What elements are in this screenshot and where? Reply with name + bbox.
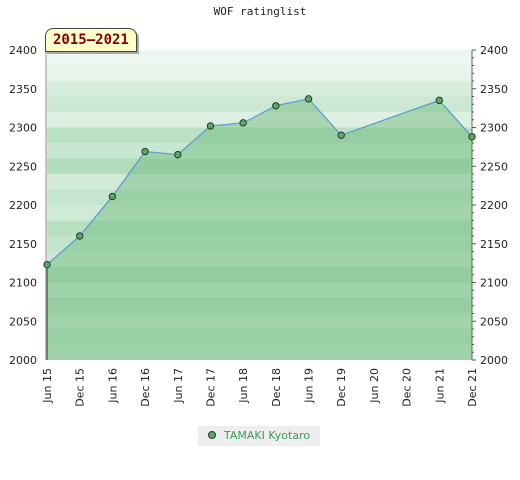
rating-point	[435, 96, 444, 105]
background-band	[47, 158, 472, 174]
x-tick-label: Dec 19	[335, 368, 348, 407]
background-band	[47, 251, 472, 267]
y-tick-label-left: 2250	[9, 160, 37, 173]
rating-markers	[43, 95, 476, 269]
y-tick-label-left: 2100	[9, 277, 37, 290]
x-tick-label: Jun 18	[237, 368, 250, 404]
background-band	[47, 174, 472, 190]
legend-marker	[208, 431, 216, 439]
rating-point	[337, 131, 345, 139]
background-band	[47, 344, 472, 360]
rating-point	[75, 232, 84, 240]
y-tick-label-left: 2400	[9, 44, 37, 57]
background-band	[47, 220, 472, 236]
x-tick-label: Dec 20	[401, 368, 414, 407]
x-tick-label: Dec 16	[139, 368, 152, 407]
y-tick-label-right: 2150	[480, 238, 508, 251]
x-tick-label: Dec 18	[270, 368, 283, 407]
legend-label: TAMAKI Kyotaro	[224, 429, 311, 442]
background-band	[47, 50, 472, 66]
rating-point	[43, 260, 51, 269]
y-tick-label-right: 2050	[480, 315, 508, 328]
background-band	[47, 189, 472, 205]
x-tick-label: Dec 17	[204, 368, 217, 407]
y-tick-label-right: 2400	[480, 44, 508, 57]
y-tick-label-left: 2050	[9, 315, 37, 328]
background-band	[47, 329, 472, 345]
x-tick-label: Jun 15	[41, 368, 54, 404]
period-badge: 2015–2021	[45, 28, 137, 52]
rating-point	[272, 102, 280, 110]
y-tick-label-right: 2100	[480, 277, 508, 290]
chart-axes	[45, 49, 476, 361]
axis-labels: 2000 2000 2050 2050 2100 2100 2150 2150 2200 2200…	[9, 44, 508, 407]
background-band	[47, 205, 472, 221]
rating-area-fill	[47, 98, 472, 360]
background-band	[47, 143, 472, 159]
rating-area	[46, 98, 473, 360]
background-band	[47, 313, 472, 329]
rating-point	[206, 122, 215, 130]
background-band	[47, 81, 472, 97]
rating-point	[141, 147, 149, 156]
background-band	[47, 282, 472, 298]
background-band	[47, 96, 472, 112]
x-tick-label: Jun 19	[303, 368, 316, 404]
rating-point	[174, 150, 182, 159]
y-tick-label-left: 2000	[9, 354, 37, 367]
x-tick-label: Jun 16	[106, 368, 119, 404]
legend: TAMAKI Kyotaro	[198, 426, 321, 446]
background-band	[47, 127, 472, 143]
x-tick-label: Dec 15	[74, 368, 87, 407]
background-bands	[47, 50, 472, 360]
rating-line	[46, 98, 473, 266]
rating-point	[108, 192, 117, 201]
y-tick-label-right: 2300	[480, 122, 508, 135]
background-band	[47, 65, 472, 81]
x-tick-label: Dec 21	[466, 368, 479, 407]
y-tick-label-right: 2350	[480, 83, 508, 96]
x-tick-label: Jun 21	[433, 368, 446, 404]
background-band	[47, 112, 472, 128]
y-tick-label-left: 2300	[9, 122, 37, 135]
rating-point	[304, 95, 313, 103]
rating-point	[239, 119, 247, 127]
background-band	[47, 236, 472, 252]
y-tick-label-right: 2250	[480, 160, 508, 173]
y-tick-label-right: 2000	[480, 354, 508, 367]
rating-point	[468, 133, 476, 141]
y-tick-label-left: 2150	[9, 238, 37, 251]
y-tick-label-right: 2200	[480, 199, 508, 212]
chart-title: WOF ratinglist	[213, 5, 307, 18]
background-band	[47, 267, 472, 283]
x-tick-label: Jun 17	[172, 368, 185, 404]
background-band	[47, 298, 472, 314]
x-tick-label: Jun 20	[368, 368, 381, 404]
y-tick-label-left: 2200	[9, 199, 37, 212]
y-tick-label-left: 2350	[9, 83, 37, 96]
